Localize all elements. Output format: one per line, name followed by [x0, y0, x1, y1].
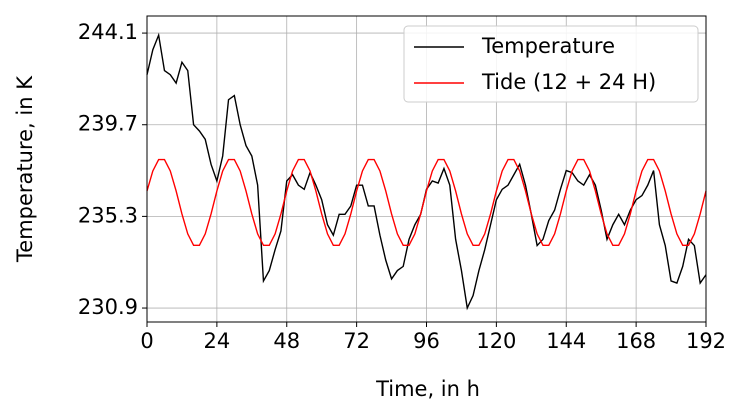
x-tick-label: 96 [413, 329, 440, 353]
y-tick-label: 235.3 [78, 203, 138, 227]
legend-label: Temperature [481, 34, 615, 58]
y-tick-label: 239.7 [78, 112, 138, 136]
x-tick-label: 0 [140, 329, 153, 353]
x-axis-label: Time, in h [375, 377, 480, 401]
y-tick-label: 230.9 [78, 295, 138, 319]
legend-box [403, 25, 699, 103]
plot-frame [146, 15, 707, 323]
y-axis-label: Temperature, in K [13, 75, 37, 263]
line-series [146, 158, 707, 247]
legend-label: Tide (12 + 24 H) [481, 70, 656, 94]
x-tick-label: 48 [273, 329, 300, 353]
x-tick-label: 144 [546, 329, 586, 353]
x-tick-label: 24 [204, 329, 231, 353]
x-tick-label: 168 [616, 329, 656, 353]
y-tick-label: 244.1 [78, 20, 138, 44]
x-tick-label: 192 [686, 329, 726, 353]
x-tick-label: 72 [343, 329, 370, 353]
x-tick-label: 120 [476, 329, 516, 353]
